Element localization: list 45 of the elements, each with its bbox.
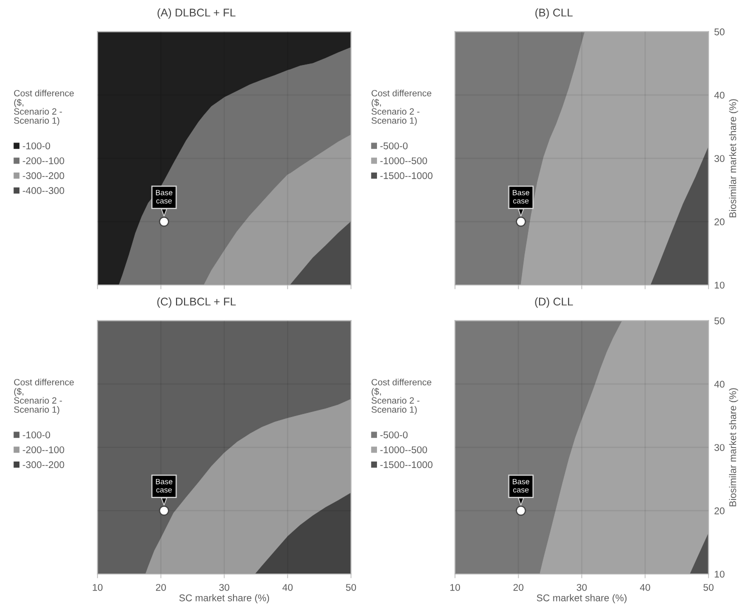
chart-title: (B) CLL — [535, 8, 573, 19]
chart-title: (C) DLBCL + FL — [157, 297, 236, 308]
y-axis-title: Biosimilar market share (%) — [729, 99, 738, 218]
legend-label: -1500--1000 — [380, 461, 432, 468]
chart-title: (D) CLL — [535, 297, 573, 308]
x-axis-title: SC market share (%) — [536, 594, 627, 604]
x-tick-label: 20 — [513, 584, 524, 591]
x-tick-label: 10 — [92, 584, 103, 591]
chart-title: (A) DLBCL + FL — [158, 8, 236, 19]
x-tick-label: 10 — [450, 584, 460, 591]
legend-label: -500-0 — [380, 142, 408, 150]
legend-title: Cost difference ($, Scenario 2 - Scenario 1) — [372, 90, 432, 126]
x-tick-label: 50 — [346, 584, 356, 591]
legend-label: -200--100 — [22, 446, 64, 454]
y-axis-title: Biosimilar market share (%) — [729, 388, 738, 506]
x-tick-label: 30 — [219, 584, 230, 591]
y-tick-label: 20 — [714, 507, 724, 514]
legend-title: Cost difference ($, Scenario 2 - Scenario 1) — [372, 378, 432, 415]
x-tick-label: 30 — [576, 584, 587, 591]
legend-label: -300--200 — [22, 172, 64, 180]
x-axis-title: SC market share (%) — [179, 594, 270, 604]
legend-label: -200--100 — [22, 157, 64, 164]
y-tick-label: 10 — [714, 570, 724, 578]
legend-label: -1000--500 — [380, 157, 428, 164]
x-tick-label: 20 — [156, 584, 166, 591]
legend-label: -100-0 — [22, 431, 50, 438]
y-tick-label: 10 — [714, 282, 724, 289]
y-tick-label: 20 — [714, 218, 724, 226]
legend-title: Cost difference ($, Scenario 2 - Scenario 1) — [14, 378, 74, 415]
y-tick-label: 40 — [714, 380, 724, 388]
y-tick-label: 30 — [714, 155, 724, 162]
y-tick-label: 50 — [714, 317, 724, 324]
y-tick-label: 50 — [714, 28, 724, 36]
x-tick-label: 40 — [640, 584, 650, 591]
legend-label: -400--300 — [22, 187, 64, 194]
legend-label: -100-0 — [22, 142, 50, 150]
legend-label: -300--200 — [22, 461, 64, 468]
y-tick-label: 40 — [714, 92, 724, 99]
legend-label: -500-0 — [380, 431, 408, 438]
x-tick-label: 50 — [703, 584, 714, 591]
legend-label: -1500--1000 — [380, 172, 432, 180]
legend-title: Cost difference ($, Scenario 2 - Scenario 1) — [14, 90, 74, 126]
y-tick-label: 30 — [714, 444, 724, 451]
legend-label: -1000--500 — [380, 446, 428, 454]
x-tick-label: 40 — [282, 584, 293, 591]
